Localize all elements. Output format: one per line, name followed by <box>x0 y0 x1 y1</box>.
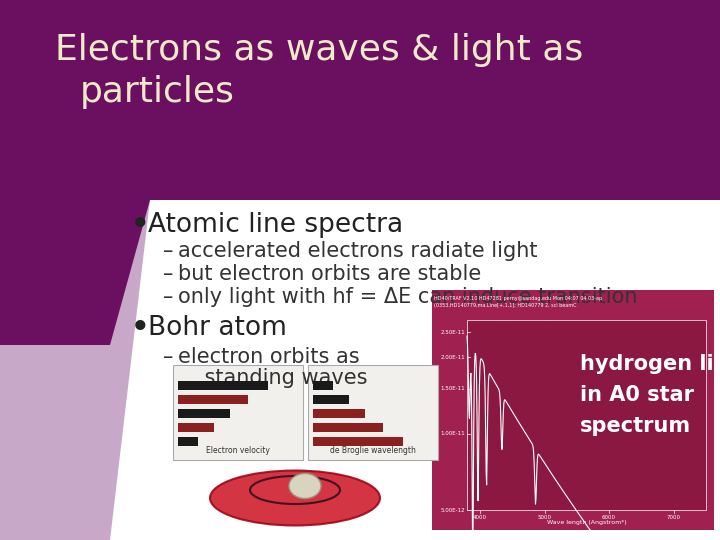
Text: 6000: 6000 <box>602 515 616 520</box>
Text: particles: particles <box>80 75 235 109</box>
Text: –: – <box>163 241 174 261</box>
Bar <box>313 381 333 389</box>
Text: 5000: 5000 <box>538 515 552 520</box>
Text: Wave length (Angstrom*): Wave length (Angstrom*) <box>546 520 626 525</box>
Bar <box>178 408 230 417</box>
Bar <box>432 290 714 530</box>
Bar <box>173 365 303 460</box>
Text: electron orbits as: electron orbits as <box>178 347 359 367</box>
Bar <box>313 422 383 431</box>
Text: de Broglie wavelength: de Broglie wavelength <box>330 446 416 455</box>
Bar <box>178 436 198 446</box>
Bar <box>313 436 403 446</box>
Text: 4000: 4000 <box>473 515 487 520</box>
Text: 2.50E-11: 2.50E-11 <box>441 330 465 335</box>
Text: but electron orbits are stable: but electron orbits are stable <box>178 264 481 284</box>
Ellipse shape <box>289 474 321 498</box>
Text: 2.00E-11: 2.00E-11 <box>441 355 465 360</box>
Text: 7000: 7000 <box>667 515 680 520</box>
Text: Atomic line spectra: Atomic line spectra <box>148 212 403 238</box>
Text: Electron velocity: Electron velocity <box>206 446 270 455</box>
Text: Bohr atom: Bohr atom <box>148 315 287 341</box>
Bar <box>313 395 349 403</box>
Ellipse shape <box>210 470 380 525</box>
Bar <box>178 422 214 431</box>
Text: only light with hf = ΔE can induce transition: only light with hf = ΔE can induce trans… <box>178 287 637 307</box>
Text: –: – <box>163 347 174 367</box>
Text: 1.50E-11: 1.50E-11 <box>441 386 465 391</box>
Text: hydrogen lines
in A0 star
spectrum: hydrogen lines in A0 star spectrum <box>580 354 720 436</box>
Text: accelerated electrons radiate light: accelerated electrons radiate light <box>178 241 538 261</box>
Text: 1.00E-11: 1.00E-11 <box>441 431 465 436</box>
Bar <box>308 365 438 460</box>
Text: •: • <box>130 311 150 345</box>
Text: –: – <box>163 264 174 284</box>
Bar <box>313 408 365 417</box>
Bar <box>178 381 268 389</box>
Text: •: • <box>130 208 150 242</box>
Polygon shape <box>0 0 720 345</box>
Polygon shape <box>0 0 150 540</box>
Bar <box>467 320 706 510</box>
Text: (0353,HD140779,ma.Line[+,1,1]; HD140779 2, sci beamC: (0353,HD140779,ma.Line[+,1,1]; HD140779 … <box>434 303 577 308</box>
Text: standing waves: standing waves <box>178 368 367 388</box>
Text: Electrons as waves & light as: Electrons as waves & light as <box>55 33 583 67</box>
Text: –: – <box>163 287 174 307</box>
Text: 5.00E-12: 5.00E-12 <box>441 508 465 512</box>
Bar <box>178 395 248 403</box>
Text: HD40/TRAF V2.10 HD47281 perny@sandag.edu Mon 04:07 04 03-ap: HD40/TRAF V2.10 HD47281 perny@sandag.edu… <box>434 296 602 301</box>
